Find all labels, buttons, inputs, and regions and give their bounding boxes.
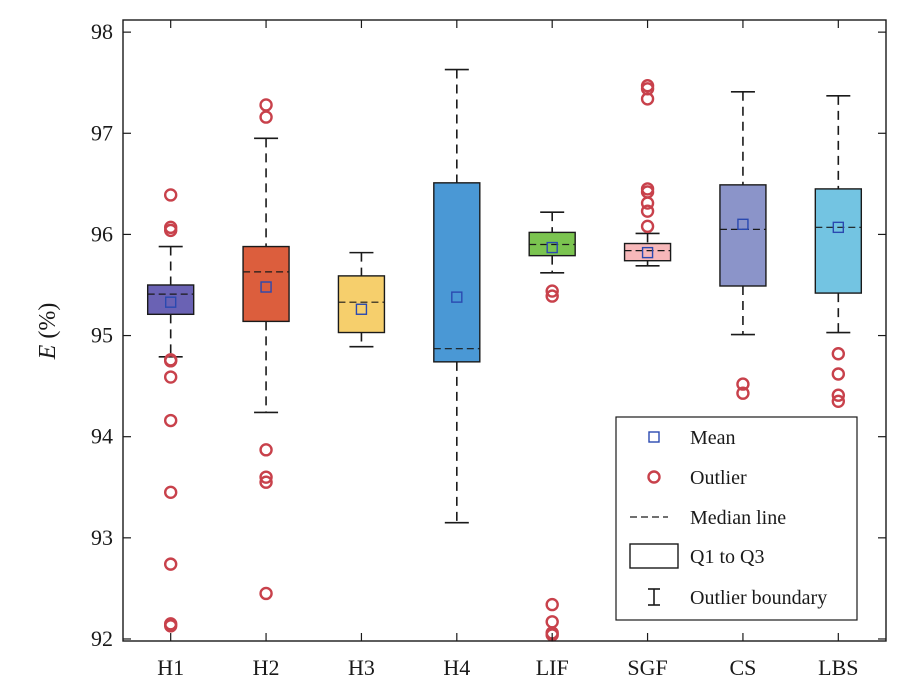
outlier-point xyxy=(736,386,750,400)
outlier-point xyxy=(163,223,178,238)
legend-frame xyxy=(615,416,858,621)
box-iqr xyxy=(719,184,767,287)
outlier-point xyxy=(163,413,178,428)
mean-marker xyxy=(451,291,463,303)
box-group-lbs xyxy=(814,95,863,408)
outlier-point xyxy=(259,586,273,601)
outlier-point xyxy=(640,92,655,106)
mean-marker xyxy=(164,296,177,308)
box-iqr xyxy=(623,242,672,262)
box-group-sgf xyxy=(623,79,672,267)
outlier-point xyxy=(259,475,273,489)
y-axis-label-unit: (%) xyxy=(35,303,61,345)
box-group-h4 xyxy=(433,68,481,524)
mean-marker xyxy=(260,281,272,293)
box-group-h1 xyxy=(146,188,195,633)
x-tick-label-h2: H2 xyxy=(253,655,280,680)
outlier-point xyxy=(545,289,559,303)
outlier-point xyxy=(736,377,750,391)
box-iqr xyxy=(242,245,290,323)
y-axis-label: E (%) xyxy=(35,303,61,361)
outlier-point xyxy=(545,597,559,612)
mean-marker xyxy=(832,221,845,234)
outlier-point xyxy=(163,188,178,202)
y-tick-label: 92 xyxy=(91,626,113,651)
y-axis-label-symbol: E xyxy=(35,344,61,360)
box-group-lif xyxy=(528,211,576,642)
outlier-point xyxy=(545,284,559,298)
outlier-point xyxy=(259,110,273,124)
box-group-h2 xyxy=(242,98,290,601)
outlier-point xyxy=(640,196,655,210)
mean-marker xyxy=(355,303,368,315)
outlier-point xyxy=(831,347,846,361)
y-tick-label: 96 xyxy=(91,221,113,246)
box-iqr xyxy=(146,284,195,316)
boxes-layer xyxy=(146,68,863,642)
x-tick-label-lbs: LBS xyxy=(818,655,858,680)
x-tick-label-sgf: SGF xyxy=(627,655,667,680)
outlier-point xyxy=(831,388,846,402)
plot-frame xyxy=(122,19,887,642)
mean-marker xyxy=(737,218,749,231)
legend: Mean Outlier Median line Q1 to Q3 Outlier bo… xyxy=(615,416,858,621)
legend-item-median: Median line xyxy=(630,507,786,529)
outlier-point xyxy=(640,219,655,234)
y-tick-label: 95 xyxy=(91,323,113,348)
outlier-point xyxy=(640,204,655,218)
legend-mean-symbol xyxy=(648,431,660,443)
y-tick-label: 97 xyxy=(91,120,113,145)
outlier-point xyxy=(163,354,178,368)
box-group-h3 xyxy=(337,251,386,348)
legend-box-symbol xyxy=(629,543,679,569)
x-tick-label-h1: H1 xyxy=(157,655,184,680)
legend-outlier-symbol xyxy=(647,470,661,484)
mean-marker xyxy=(641,246,654,259)
outlier-point xyxy=(163,370,178,384)
x-tick-label-h3: H3 xyxy=(348,655,375,680)
x-tick-label-lif: LIF xyxy=(536,655,569,680)
legend-label-mean: Mean xyxy=(690,427,736,449)
x-tick-label-cs: CS xyxy=(729,655,756,680)
outlier-point xyxy=(259,470,273,484)
legend-item-whisker: Outlier boundary xyxy=(648,587,827,609)
legend-item-outlier: Outlier xyxy=(647,467,747,489)
legend-item-box: Q1 to Q3 xyxy=(629,543,764,569)
legend-label-median: Median line xyxy=(690,507,786,529)
legend-items: Mean Outlier Median line Q1 to Q3 Outlier bo… xyxy=(629,427,827,609)
box-group-cs xyxy=(719,91,767,400)
outlier-point xyxy=(163,485,178,500)
box-iqr xyxy=(433,182,481,363)
outlier-point xyxy=(163,619,178,633)
outlier-point xyxy=(163,557,178,571)
y-tick-label: 98 xyxy=(91,19,113,44)
mean-marker xyxy=(546,241,558,254)
y-tick-label: 93 xyxy=(91,525,113,550)
outlier-point xyxy=(259,443,273,457)
legend-label-whisker: Outlier boundary xyxy=(690,587,827,609)
y-tick-label: 94 xyxy=(91,424,113,449)
outlier-point xyxy=(831,367,846,381)
x-tick-label-h4: H4 xyxy=(443,655,470,680)
box-iqr xyxy=(814,188,863,294)
legend-item-mean: Mean xyxy=(648,427,736,449)
legend-label-outlier: Outlier xyxy=(690,467,747,489)
legend-label-box: Q1 to Q3 xyxy=(690,546,764,568)
axes-layer: 92 93 94 95 96 97 98 H1 H2 H3 H4 LIF SGF CS LBS xyxy=(91,19,887,680)
outlier-point xyxy=(831,394,846,408)
